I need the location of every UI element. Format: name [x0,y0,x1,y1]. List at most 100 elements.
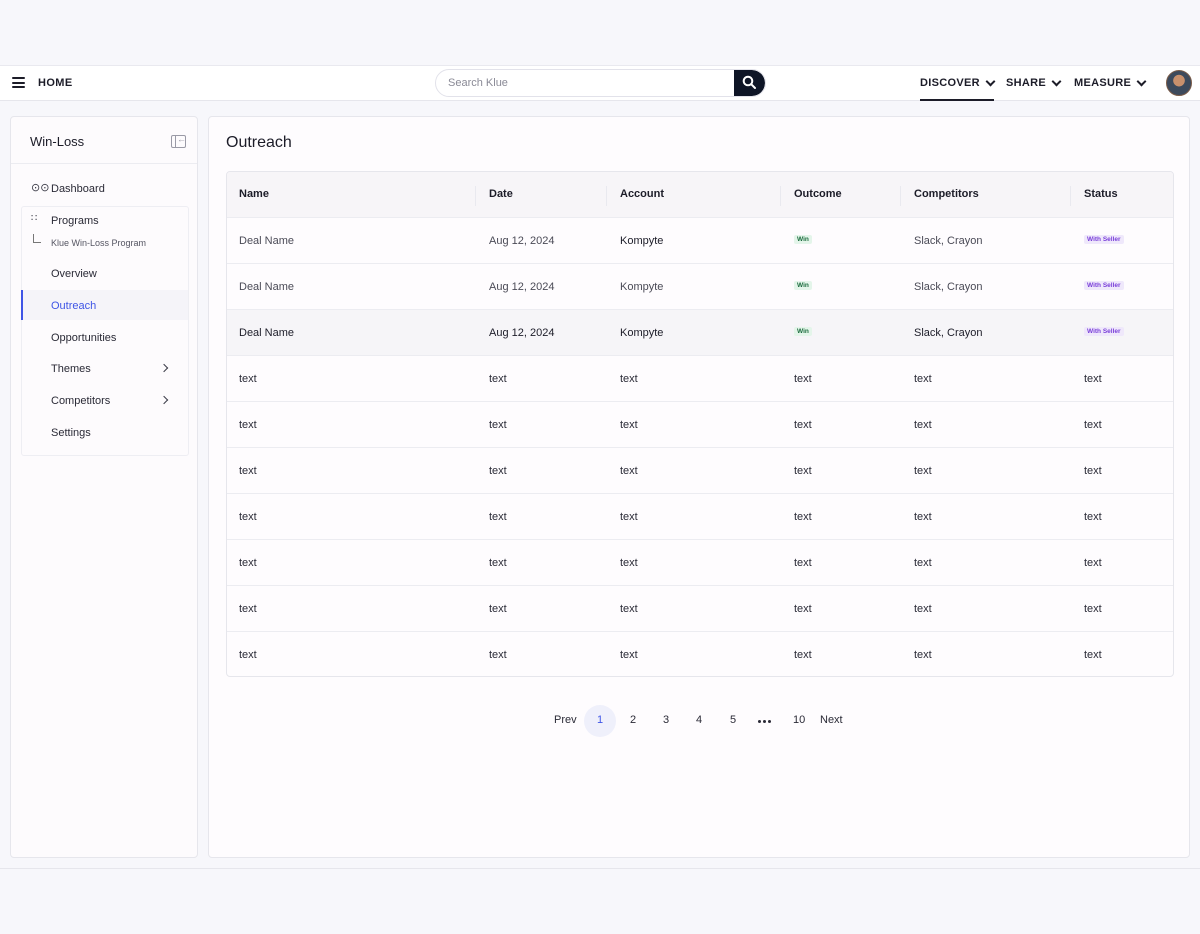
outreach-table: Name Date Account Outcome Competitors St… [226,171,1174,677]
cell-competitors: Slack, Crayon [914,327,983,339]
outcome-badge: Win [794,281,812,290]
outcome-badge: Win [794,235,812,244]
cell-account: text [620,511,638,523]
cell-date: text [489,511,507,523]
cell-name: text [239,373,257,385]
next-page-button[interactable]: Next [820,714,843,726]
menu-icon[interactable] [12,77,25,88]
page-button-3[interactable]: 3 [663,714,670,726]
status-badge: With Seller [1084,327,1124,336]
cell-date: Aug 12, 2024 [489,235,555,247]
cell-status: text [1084,649,1102,661]
cell-status: text [1084,465,1102,477]
sidebar-item-settings[interactable]: Settings [51,427,91,439]
chevron-down-icon [1136,76,1147,86]
cell-date: Aug 12, 2024 [489,327,555,339]
column-header-outcome[interactable]: Outcome [794,188,842,200]
prev-page-button[interactable]: Prev [554,714,577,726]
user-avatar[interactable] [1166,70,1192,96]
cell-account: text [620,603,638,615]
column-divider [475,186,476,206]
outcome-badge: Win [794,327,812,336]
search-input[interactable] [436,70,736,96]
nav-share[interactable]: SHARE [1006,76,1062,89]
column-header-status[interactable]: Status [1084,188,1118,200]
table-row[interactable]: text text text text text text [227,494,1173,540]
cell-outcome: text [794,465,812,477]
page-button-10[interactable]: 10 [793,714,806,726]
cell-date: text [489,373,507,385]
sidebar: Win-Loss ⊙⊙ Dashboard ∷ Programs Klue Wi… [10,116,198,858]
collapse-sidebar-icon[interactable] [171,134,186,148]
cell-name: text [239,465,257,477]
cell-name: Deal Name [239,235,295,247]
column-divider [900,186,901,206]
cell-outcome: text [794,419,812,431]
table-row[interactable]: text text text text text text [227,356,1173,402]
table-header: Name Date Account Outcome Competitors St… [227,172,1173,218]
table-row[interactable]: Deal Name Aug 12, 2024 Kompyte Win Slack… [227,264,1173,310]
cell-competitors: text [914,465,932,477]
grid-icon: ∷ [31,213,38,224]
cell-status: text [1084,557,1102,569]
column-header-name[interactable]: Name [239,188,269,200]
column-header-competitors[interactable]: Competitors [914,188,979,200]
sidebar-item-outreach[interactable]: Outreach [51,300,97,312]
cell-account: text [620,557,638,569]
cell-account: Kompyte [620,327,664,339]
cell-account: Kompyte [620,235,664,247]
page-title: Outreach [226,134,292,151]
column-divider [780,186,781,206]
cell-name: text [239,557,257,569]
nav-discover-label: DISCOVER [920,77,980,89]
cell-date: Aug 12, 2024 [489,281,555,293]
program-name[interactable]: Klue Win-Loss Program [51,238,147,248]
cell-status: text [1084,419,1102,431]
cell-competitors: text [914,419,932,431]
cell-competitors: text [914,603,932,615]
cell-status: text [1084,373,1102,385]
sidebar-item-programs[interactable]: Programs [51,215,99,227]
sidebar-item-themes[interactable]: Themes [51,363,91,375]
cell-name: Deal Name [239,327,295,339]
table-row[interactable]: text text text text text text [227,402,1173,448]
sidebar-item-dashboard[interactable]: Dashboard [51,183,105,195]
sidebar-item-competitors[interactable]: Competitors [51,395,111,407]
more-pages-icon[interactable] [758,720,771,723]
cell-outcome: text [794,511,812,523]
nav-measure[interactable]: MEASURE [1074,76,1147,89]
cell-outcome: text [794,373,812,385]
nav-measure-label: MEASURE [1074,77,1132,89]
bottom-divider [0,868,1200,869]
top-nav-bar: HOME DISCOVER SHARE MEASURE [0,65,1200,101]
cell-competitors: Slack, Crayon [914,281,983,293]
chevron-down-icon [985,76,996,86]
cell-outcome: text [794,557,812,569]
active-nav-underline [920,99,994,101]
page-button-5[interactable]: 5 [730,714,737,726]
table-row[interactable]: Deal Name Aug 12, 2024 Kompyte Win Slack… [227,310,1173,356]
column-header-date[interactable]: Date [489,188,513,200]
page-button-2[interactable]: 2 [630,714,637,726]
column-divider [1070,186,1071,206]
table-row[interactable]: text text text text text text [227,632,1173,676]
table-row[interactable]: text text text text text text [227,586,1173,632]
cell-account: text [620,373,638,385]
cell-competitors: text [914,511,932,523]
table-row[interactable]: text text text text text text [227,448,1173,494]
column-header-account[interactable]: Account [620,188,664,200]
sidebar-item-overview[interactable]: Overview [51,268,97,280]
column-divider [606,186,607,206]
search-button[interactable] [734,70,765,96]
table-row[interactable]: Deal Name Aug 12, 2024 Kompyte Win Slack… [227,218,1173,264]
cell-account: text [620,465,638,477]
cell-date: text [489,419,507,431]
home-link[interactable]: HOME [38,77,73,89]
sidebar-item-opportunities[interactable]: Opportunities [51,332,117,344]
page-button-4[interactable]: 4 [696,714,703,726]
nav-discover[interactable]: DISCOVER [920,76,996,89]
table-row[interactable]: text text text text text text [227,540,1173,586]
cell-date: text [489,557,507,569]
cell-status: text [1084,603,1102,615]
page-button-1[interactable]: 1 [584,705,616,737]
